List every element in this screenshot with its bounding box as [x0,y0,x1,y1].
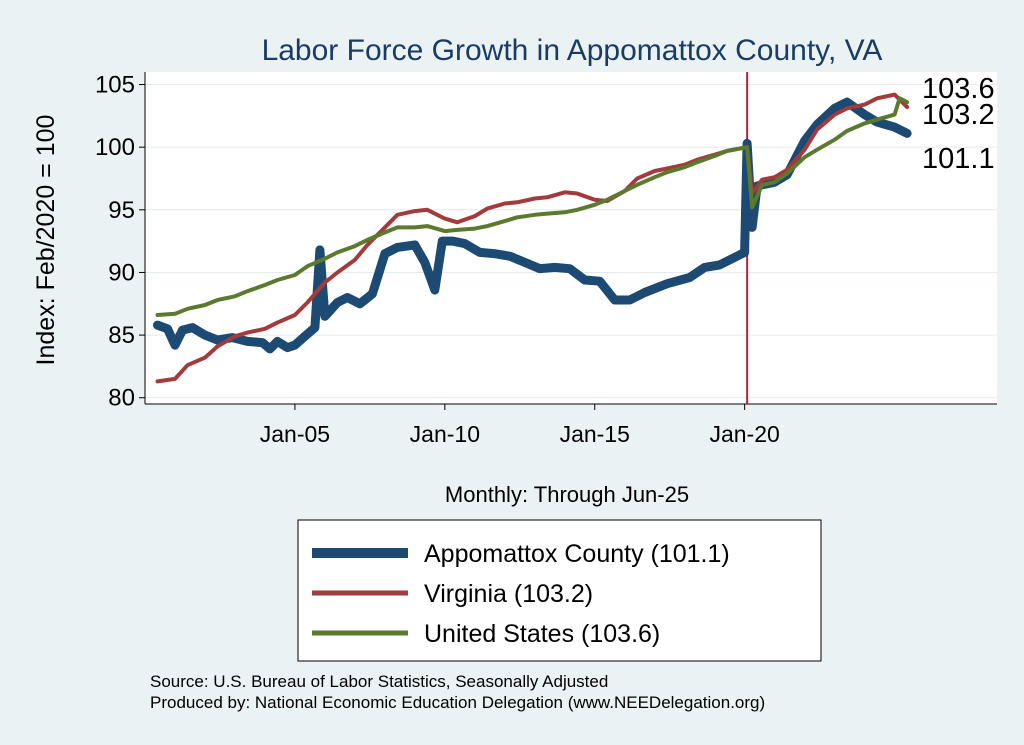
chart-title: Labor Force Growth in Appomattox County,… [262,34,883,67]
series-lines [153,92,912,384]
y-tick-label: 90 [108,259,135,286]
series-line-3 [155,96,910,317]
end-label: 103.2 [922,99,995,131]
y-axis: 80 85 90 95 100 105 [95,72,146,412]
x-tick-label: Jan-05 [260,421,330,447]
end-label: 103.6 [922,73,995,105]
y-tick-label: 100 [95,134,135,161]
end-label: 101.1 [922,143,995,175]
y-axis-label: Index: Feb/2020 = 100 [32,115,60,366]
x-axis: Jan-05 Jan-10 Jan-15 Jan-20 [145,403,997,447]
x-axis-label: Monthly: Through Jun-25 [445,482,689,507]
legend-label: United States (103.6) [424,620,660,648]
produced-by-note: Produced by: National Economic Education… [150,693,766,712]
legend-label: Virginia (103.2) [424,580,593,608]
source-note: Source: U.S. Bureau of Labor Statistics,… [150,672,609,691]
x-tick-label: Jan-10 [410,421,480,447]
legend-items: Appomattox County (101.1) Virginia (103.2… [312,540,730,648]
y-tick-label: 85 [108,322,135,349]
y-tick-label: 105 [95,72,135,99]
legend: Appomattox County (101.1) Virginia (103.2… [297,519,822,662]
x-tick-label: Jan-15 [560,421,630,447]
series-line-2 [155,92,910,384]
y-tick-label: 95 [108,197,135,224]
y-tick-label: 80 [108,385,135,412]
legend-label: Appomattox County (101.1) [424,540,730,568]
x-tick-label: Jan-20 [709,421,779,447]
